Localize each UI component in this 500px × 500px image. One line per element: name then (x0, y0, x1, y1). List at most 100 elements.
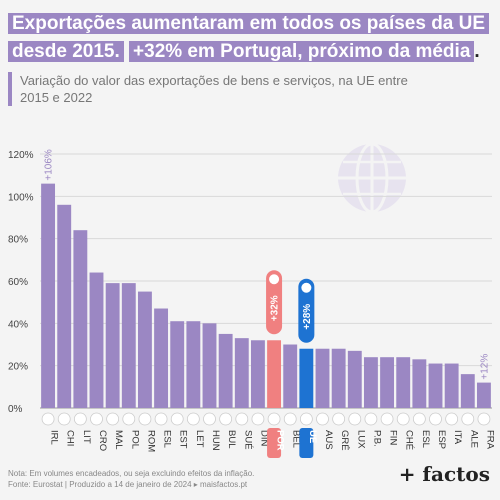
bar-esp (428, 363, 443, 408)
bar-p.b. (363, 357, 378, 408)
flag-icon (396, 412, 410, 426)
category-label: IRL (49, 430, 60, 445)
category-label: UE (307, 430, 318, 443)
flag-icon (445, 412, 459, 426)
bar-irl (41, 183, 56, 408)
category-label: POL (129, 430, 140, 449)
bar-ue (299, 348, 314, 408)
bar-gré (331, 348, 346, 408)
flag-icon (299, 412, 313, 426)
title-highlight-2: +32% em Portugal, próximo da média (129, 41, 475, 62)
y-tick-label: 0% (8, 404, 23, 415)
flag-icon (57, 412, 71, 426)
flag-icon (429, 412, 442, 426)
bar-por (267, 340, 282, 408)
footer-note-line: Nota: Em volumes encadeados, ou seja exc… (8, 469, 255, 478)
bar-fra (476, 382, 491, 408)
bar-fin (380, 357, 395, 408)
flag-icon (412, 412, 426, 426)
chart-title: Exportações aumentaram em todos os paíse… (8, 10, 494, 66)
bar-bel (283, 344, 298, 408)
category-label: CHÉ (404, 430, 415, 450)
category-label: BUL (226, 430, 237, 448)
bar-esl (412, 359, 427, 408)
bar-chi (57, 204, 72, 408)
flag-icon (269, 274, 280, 285)
bar-rom (137, 291, 152, 408)
bar-din (250, 340, 265, 408)
bar-sué (234, 338, 249, 408)
category-label: ROM (145, 430, 156, 452)
flag-icon (170, 412, 184, 426)
category-label: EST (178, 430, 189, 449)
data-label: +12% (479, 354, 490, 380)
y-tick-label: 100% (8, 192, 34, 203)
category-label: ITA (452, 430, 463, 445)
category-label: LIT (81, 430, 92, 444)
data-label: +32% (270, 295, 281, 321)
flag-icon (154, 412, 168, 426)
category-label: FRA (484, 430, 495, 450)
category-label: SUÉ (242, 430, 253, 450)
category-label: ESL (420, 430, 431, 448)
bar-ita (444, 363, 459, 408)
bar-mal (105, 283, 120, 408)
bar-est (170, 321, 185, 408)
category-label-bg (299, 428, 314, 458)
bar-hun (202, 323, 217, 408)
y-tick-label: 80% (8, 235, 28, 246)
bar-bul (218, 333, 233, 408)
bar-pol (121, 283, 136, 408)
category-label: HUN (210, 430, 221, 451)
bar-ale (460, 374, 475, 408)
flag-icon (251, 412, 265, 426)
chart-subtitle: Variação do valor das exportações de ben… (8, 72, 440, 106)
category-label: LUX (355, 430, 366, 449)
category-label: CHI (65, 430, 76, 446)
data-label: +28% (302, 304, 313, 330)
category-label: GRÉ (339, 430, 350, 451)
category-label: LET (194, 430, 205, 448)
flag-icon (203, 412, 216, 426)
footer-note: Nota: Em volumes encadeados, ou seja exc… (8, 468, 254, 490)
data-label-bg (266, 270, 283, 335)
bar-ché (396, 357, 411, 408)
flag-icon (41, 412, 55, 426)
flag-icon (283, 412, 297, 426)
y-tick-label: 40% (8, 319, 28, 330)
flag-icon (316, 412, 329, 426)
bar-let (186, 321, 201, 408)
bar-cro (89, 272, 104, 408)
flag-icon (235, 412, 249, 426)
y-tick-label: 120% (8, 150, 34, 161)
flag-icon (380, 412, 394, 426)
flag-icon (301, 282, 312, 293)
flag-icon (186, 412, 200, 426)
y-tick-label: 20% (8, 362, 28, 373)
flag-icon (138, 412, 152, 426)
category-label: ALE (468, 430, 479, 448)
category-label: DIN (258, 430, 269, 447)
bar-aus (315, 348, 330, 408)
title-period: . (474, 41, 480, 62)
category-label: ESP (436, 430, 447, 449)
bar-lit (73, 230, 88, 408)
brand-logo: + factos (398, 462, 490, 486)
category-label-bg (267, 428, 282, 458)
flag-icon (267, 412, 281, 426)
flag-icon (332, 412, 346, 426)
category-label: FIN (388, 430, 399, 445)
category-label: MAL (113, 430, 124, 450)
globe-icon (338, 142, 406, 214)
category-label: AUS (323, 430, 334, 450)
flag-icon (461, 412, 475, 426)
category-label: CRO (97, 430, 108, 451)
flag-icon (477, 412, 491, 426)
y-tick-label: 60% (8, 277, 28, 288)
category-label: P.B. (371, 430, 382, 447)
flag-icon (90, 412, 103, 426)
data-label: +106% (44, 149, 55, 181)
flag-icon (122, 412, 136, 426)
bar-esl (154, 308, 169, 408)
